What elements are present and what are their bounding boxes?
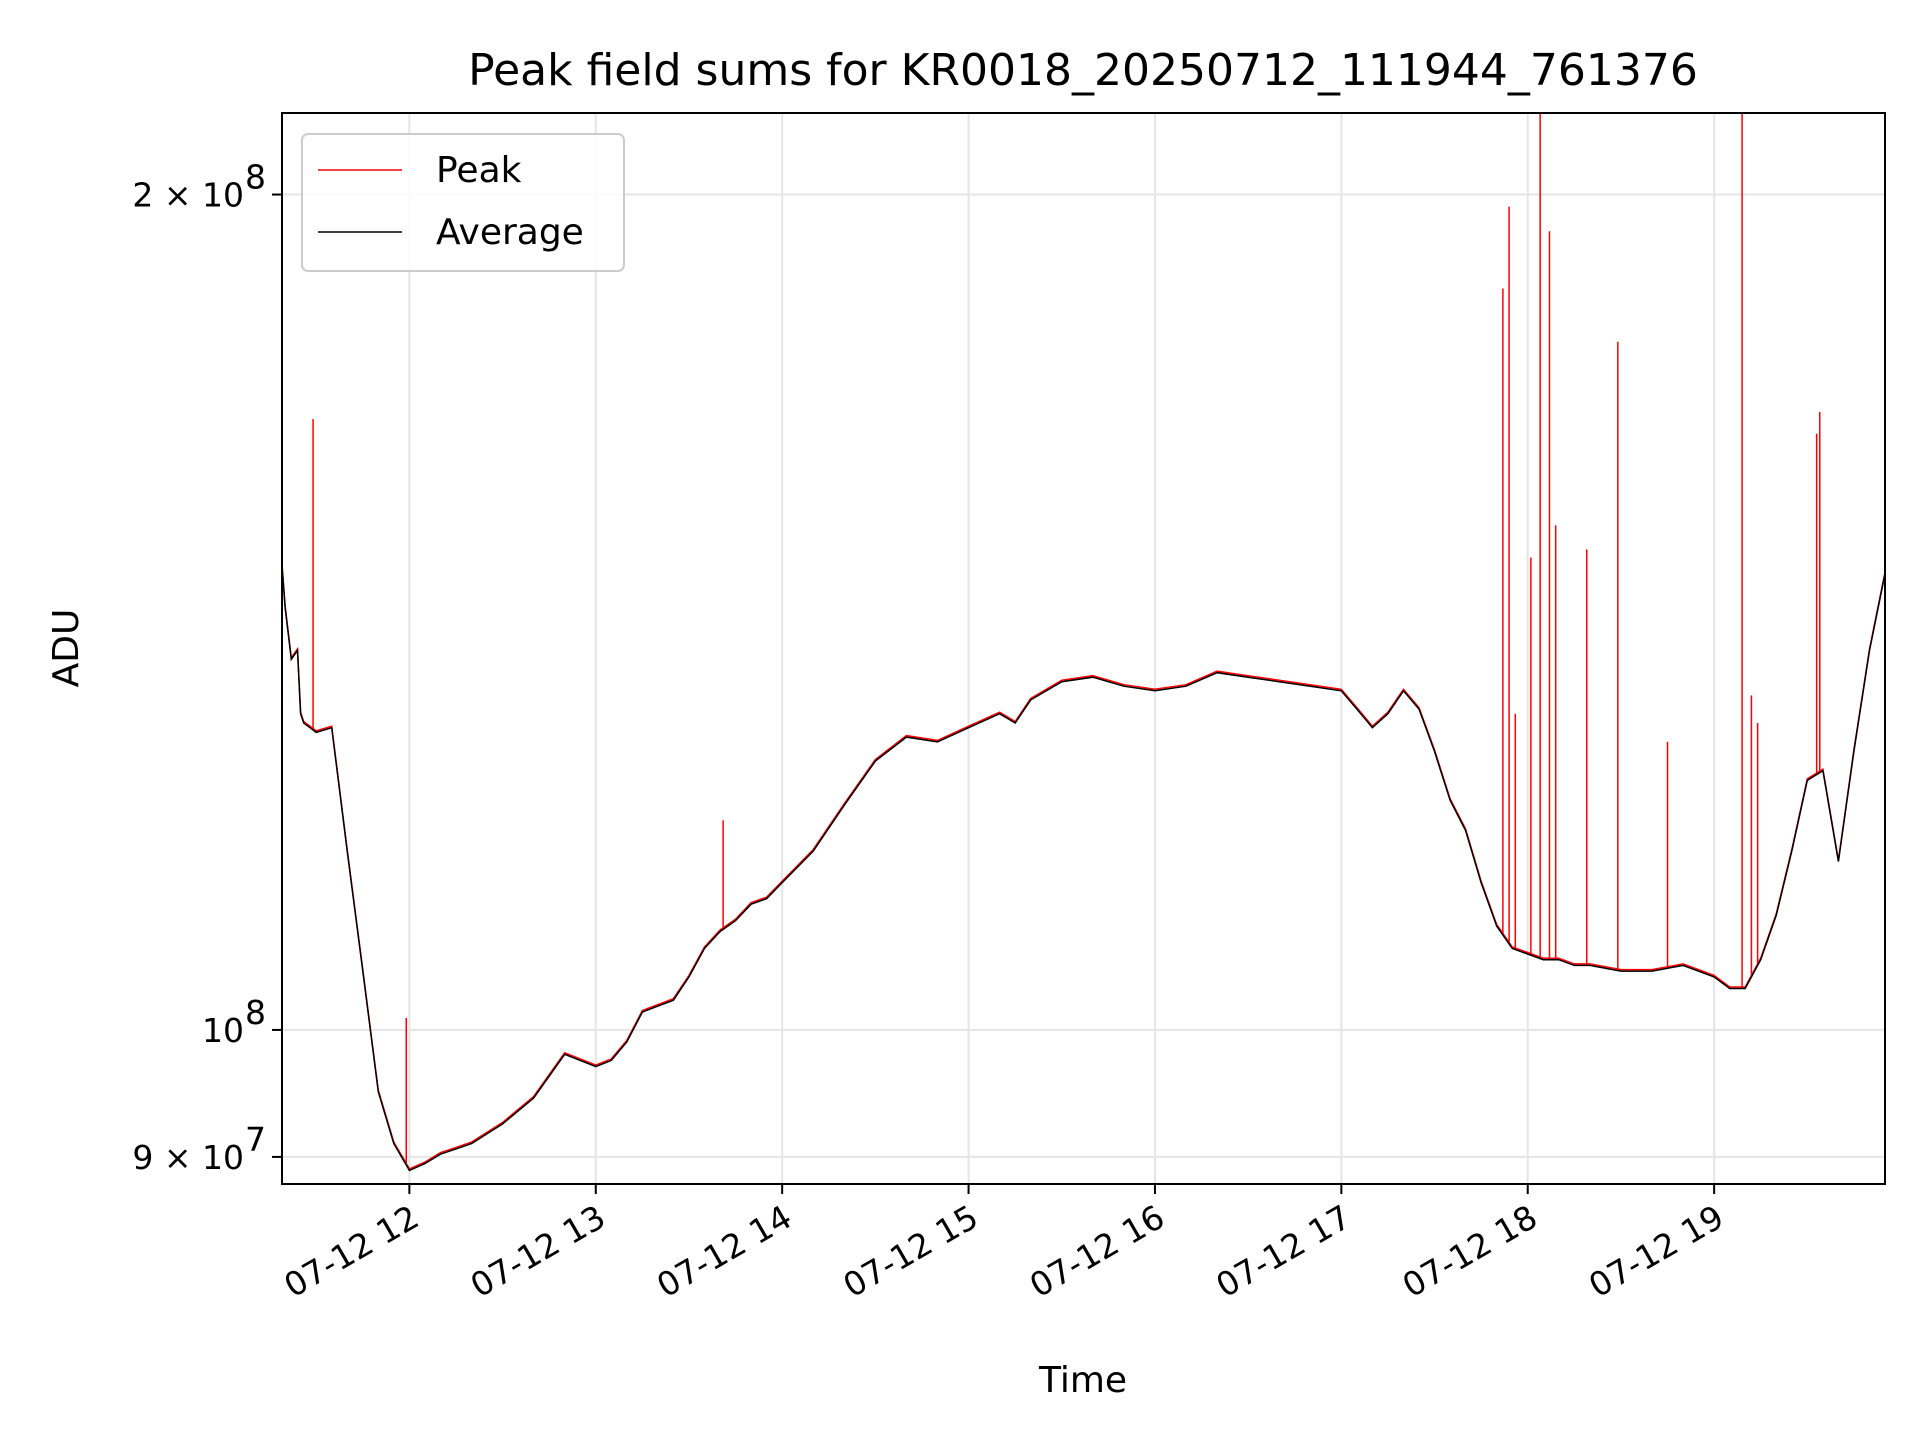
series-layer	[281, 113, 1886, 1172]
peak-line	[281, 564, 1886, 1170]
legend-average-label: Average	[436, 212, 584, 253]
plot-frame	[281, 112, 1886, 1185]
y-tick-label: 2 × 10	[132, 176, 244, 215]
y-tick-exponent: 8	[245, 993, 266, 1032]
y-tick-label: 9 × 10	[132, 1138, 244, 1177]
grid	[282, 113, 1885, 1184]
y-tick-base: 9 × 10	[132, 1138, 244, 1177]
y-tick-label: 10	[202, 1011, 244, 1050]
y-axis-label: ADU	[46, 609, 87, 688]
y-tick-exponent: 7	[245, 1120, 266, 1159]
x-axis-label: Time	[1038, 1360, 1127, 1401]
legend-box	[301, 133, 625, 272]
y-tick-base: 2 × 10	[132, 176, 244, 215]
chart-title: Peak field sums for KR0018_20250712_1119…	[468, 45, 1698, 96]
legend: Peak Average	[301, 133, 625, 272]
y-tick-base: 10	[202, 1011, 244, 1050]
y-tick-exponent: 8	[245, 158, 266, 197]
legend-peak-label: Peak	[436, 150, 522, 191]
average-line	[281, 565, 1886, 1172]
